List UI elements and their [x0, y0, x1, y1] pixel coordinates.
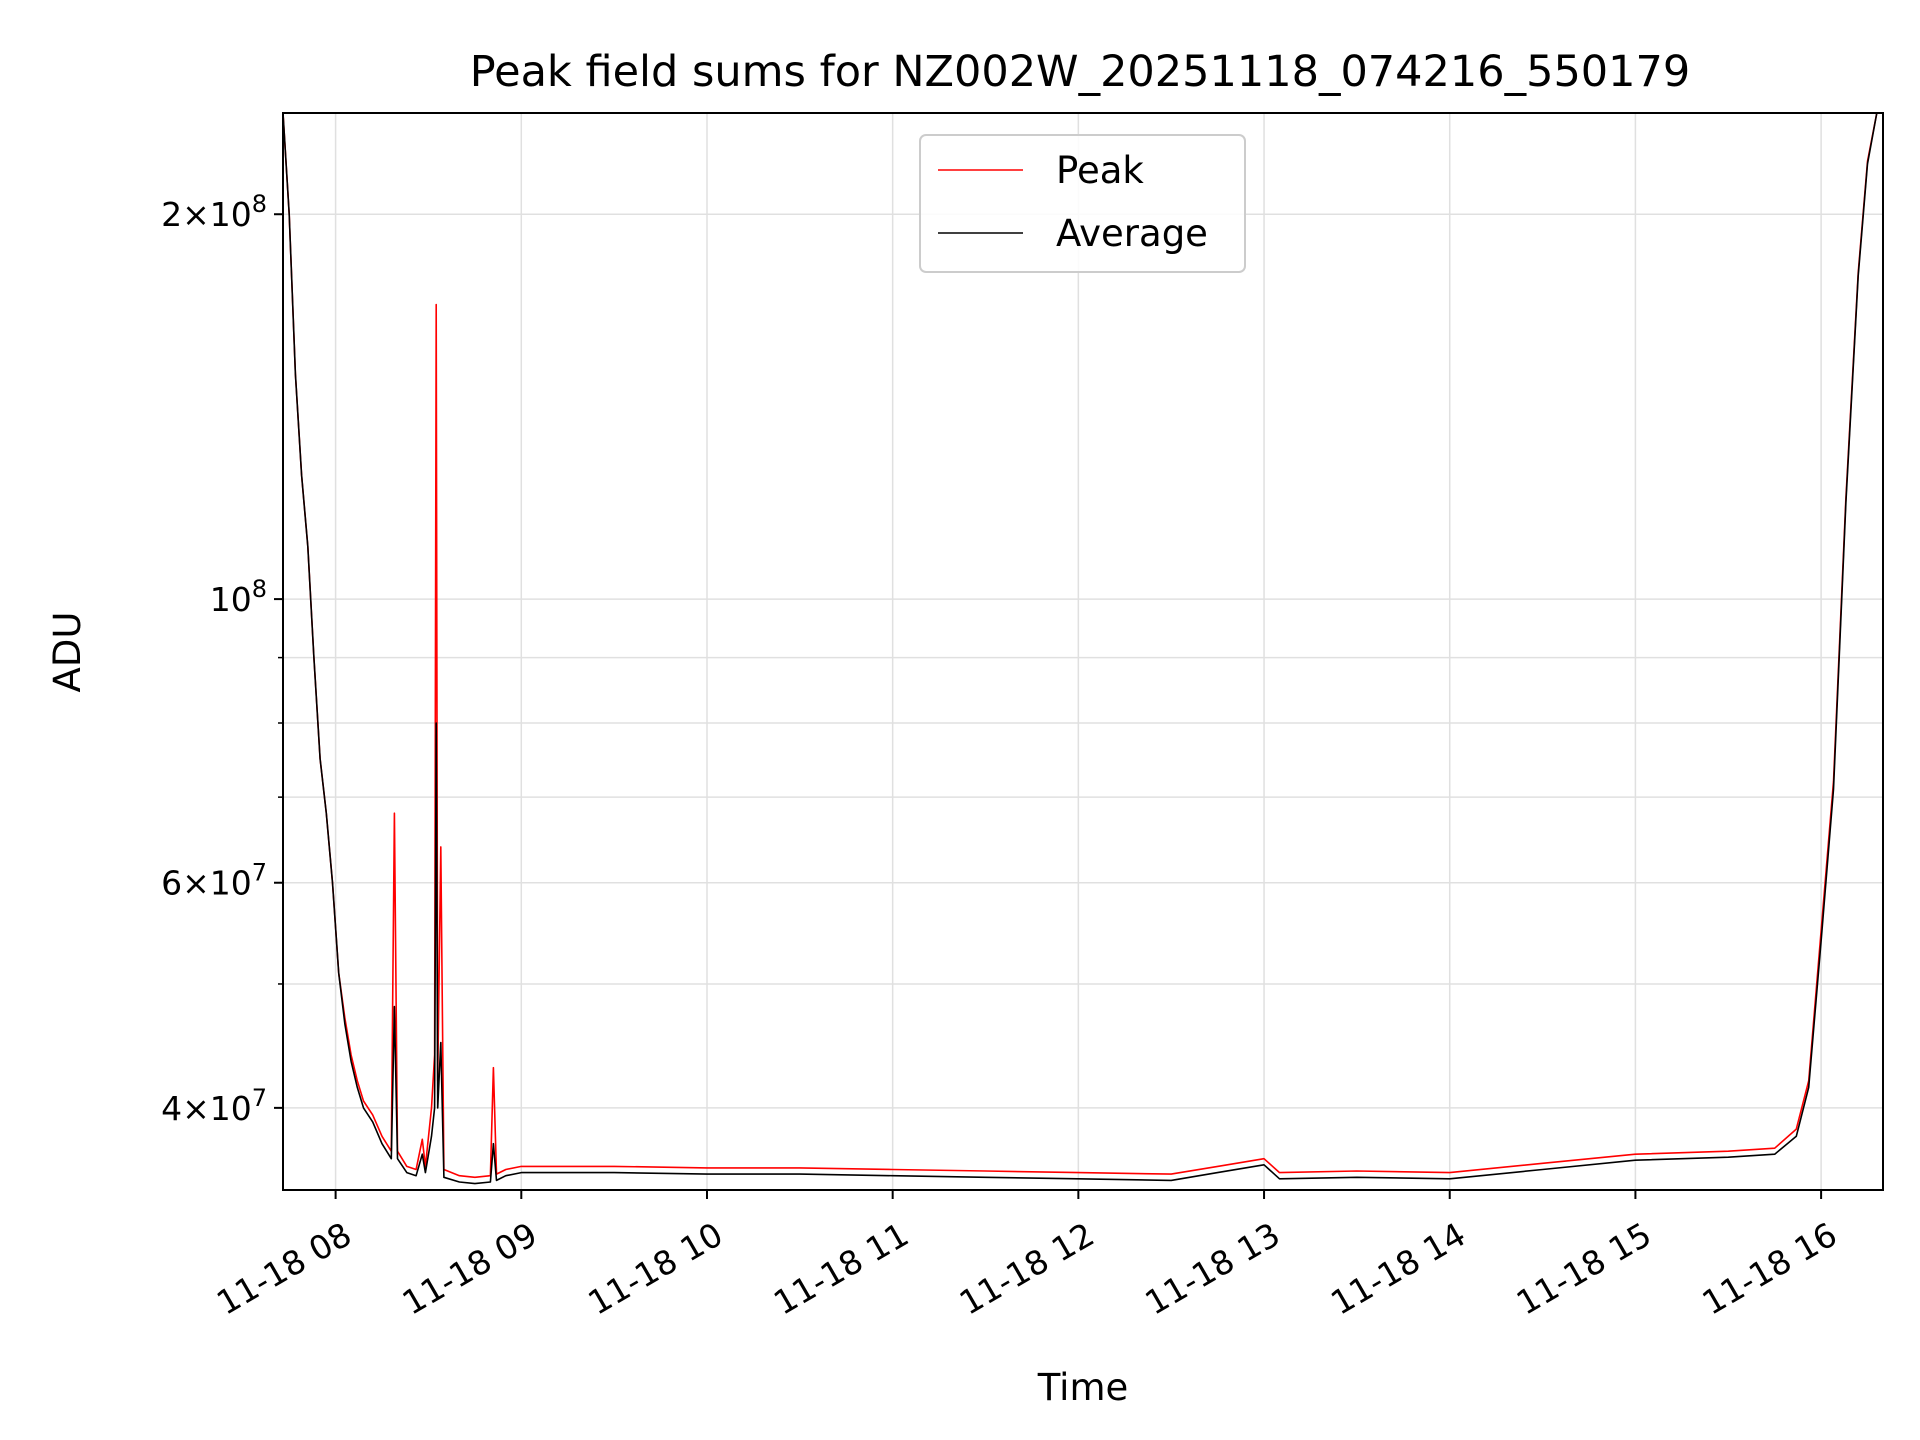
- y-axis: 4×107 6×107 108 2×108: [161, 190, 283, 1128]
- grid: [283, 113, 1883, 1190]
- series-line-average: [283, 113, 1883, 1185]
- y-axis-label: ADU: [46, 612, 89, 693]
- legend: Peak Average: [919, 134, 1246, 273]
- series-layer: [283, 113, 1883, 1185]
- y-tick-label: 2×108: [161, 190, 267, 234]
- plot-frame: [282, 112, 1884, 1191]
- legend-label-peak: Peak: [1056, 149, 1144, 192]
- x-axis-label: Time: [1037, 1366, 1129, 1409]
- y-tick-label: 6×107: [161, 859, 267, 903]
- legend-label-average: Average: [1056, 212, 1208, 255]
- y-tick-label: 4×107: [161, 1084, 267, 1128]
- chart-title: Peak field sums for NZ002W_20251118_0742…: [470, 47, 1691, 97]
- y-tick-label: 108: [210, 575, 267, 619]
- series-group: [283, 113, 1883, 1185]
